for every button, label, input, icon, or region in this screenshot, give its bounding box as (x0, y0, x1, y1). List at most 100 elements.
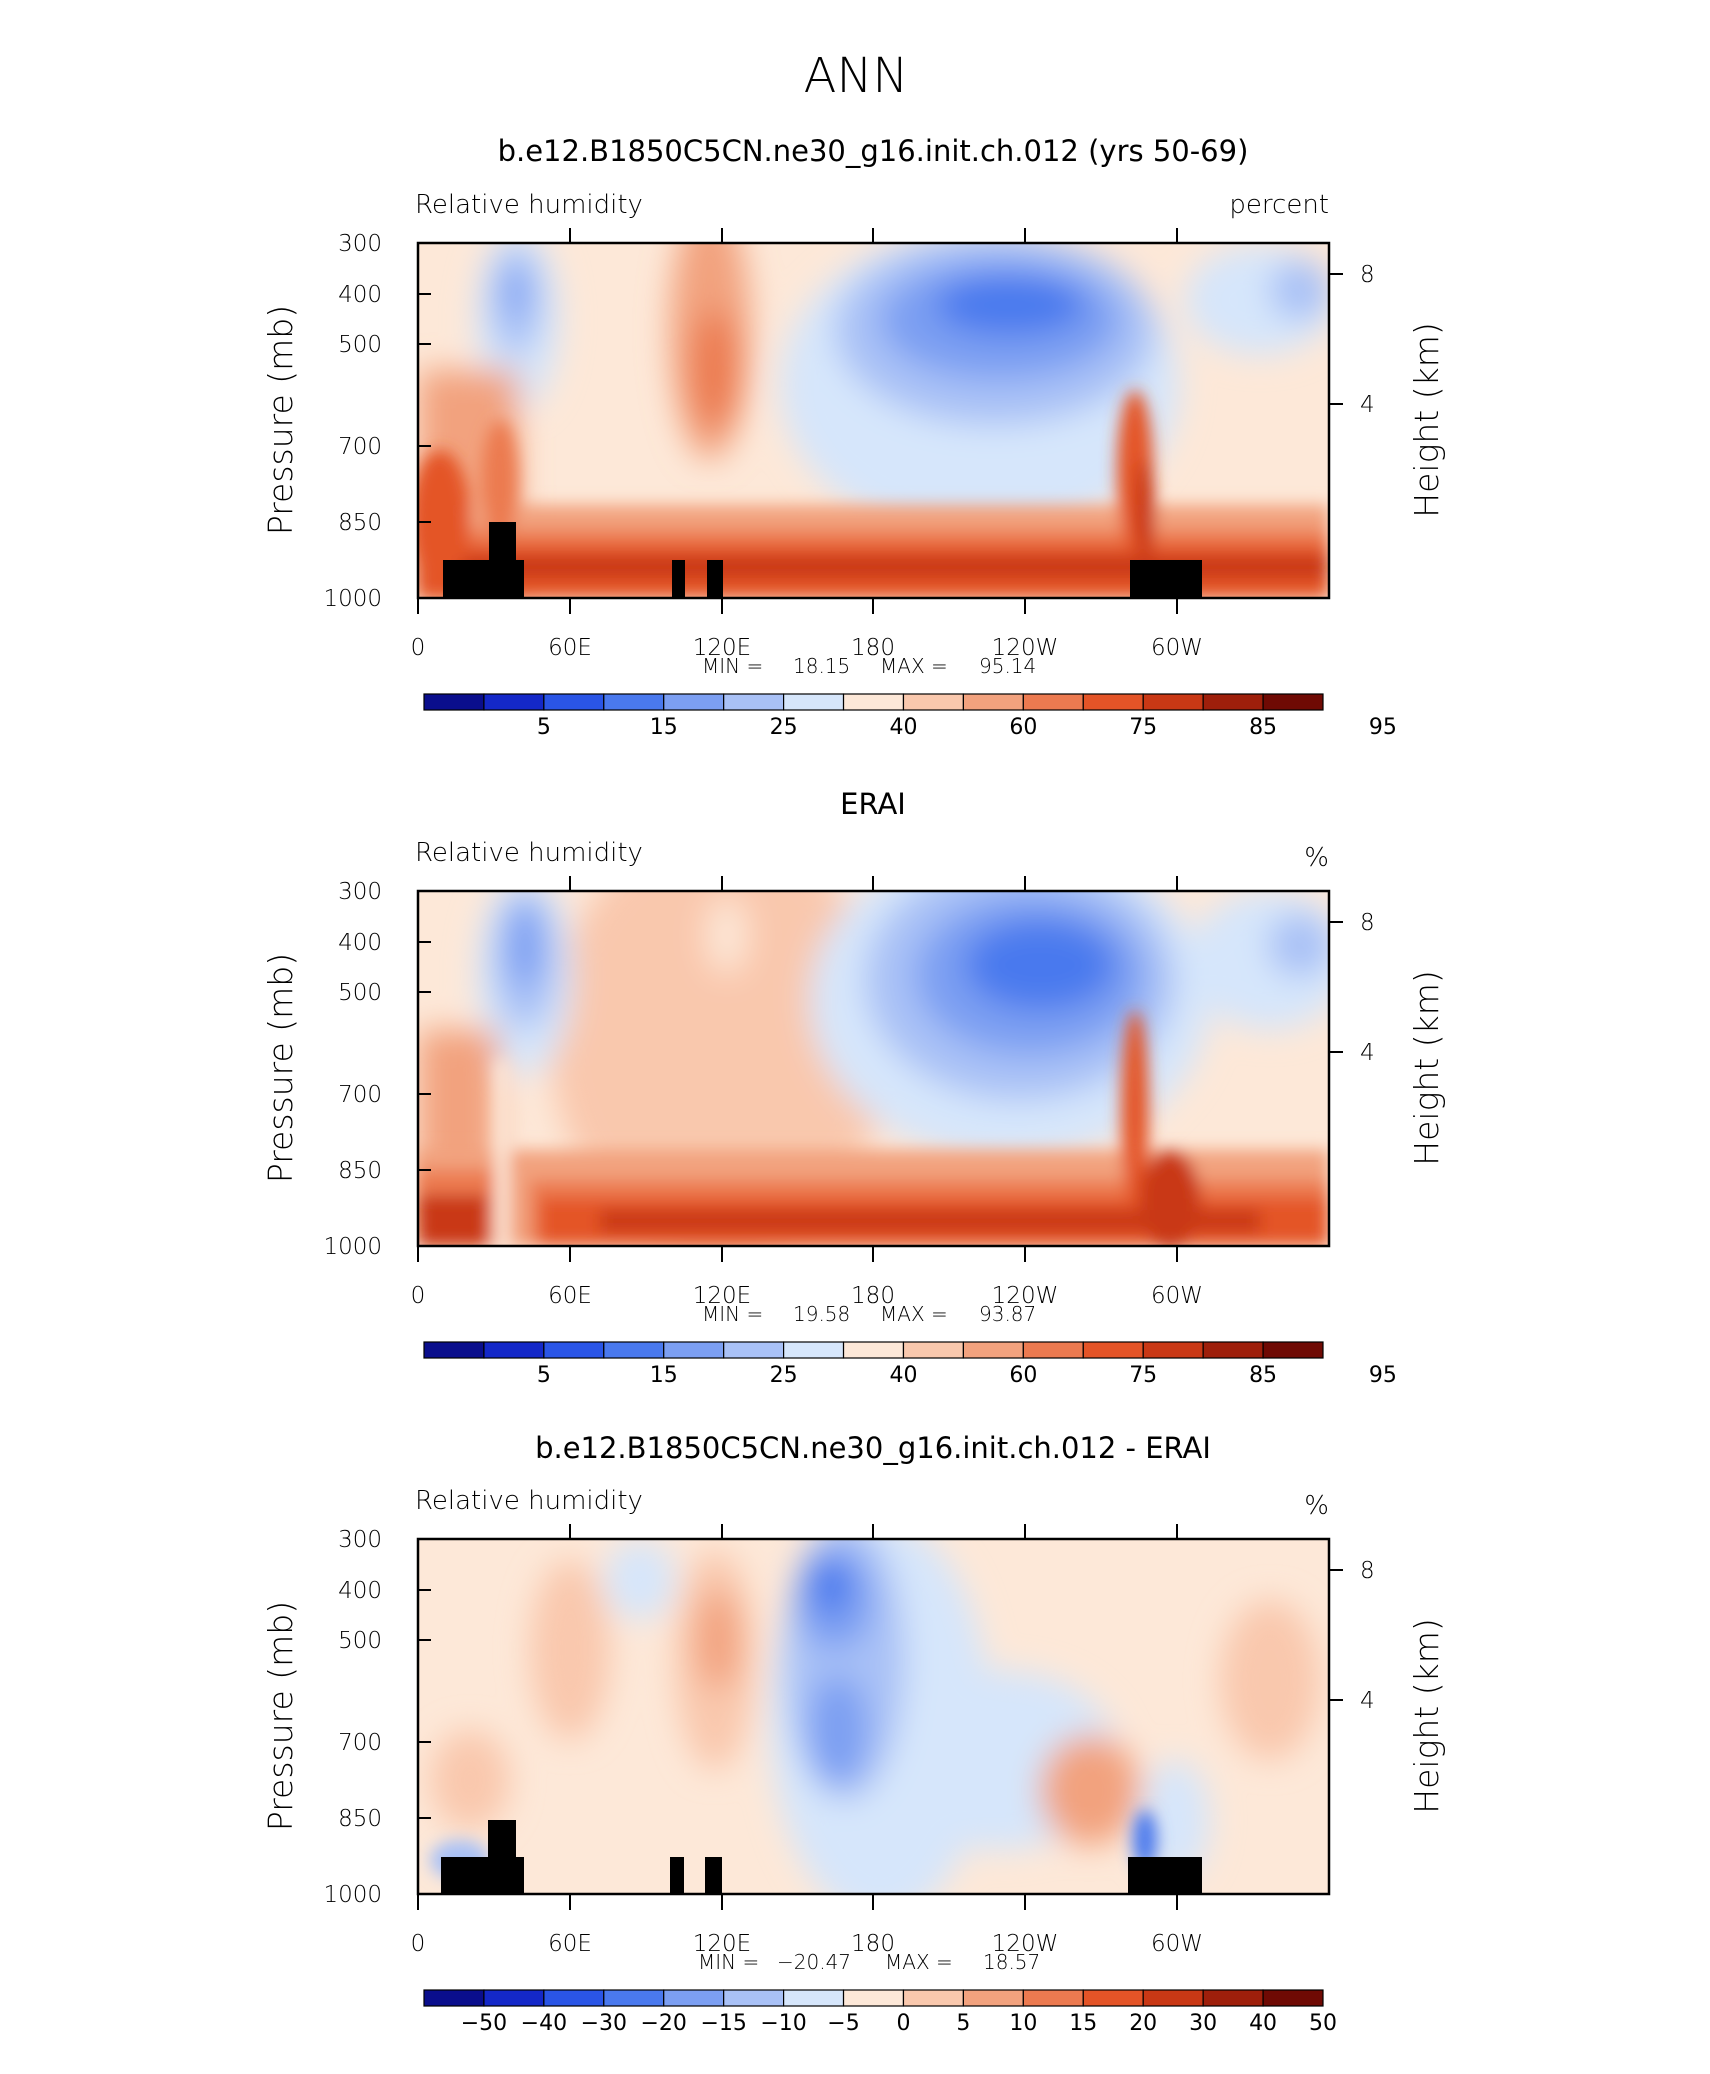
colorbar-box (543, 1989, 605, 2007)
panel-2-ylabel-right: Height (km) (1407, 970, 1446, 1165)
panel-1-left-label: Relative humidity (415, 190, 643, 220)
panel-2-x-tick: 60E (548, 1283, 592, 1309)
panel-3-y-tick: 400 (338, 1578, 382, 1604)
panel-2-x-tick: 60W (1151, 1283, 1203, 1309)
colorbar-label: 85 (1249, 1363, 1277, 1388)
panel-1-max-value: 95.14 (979, 654, 1036, 678)
colorbar-box (1142, 693, 1204, 711)
panel-1-y-tick: 1000 (323, 586, 382, 612)
colorbar-box (723, 1989, 785, 2007)
colorbar-label: 15 (650, 1363, 678, 1388)
panel-1-y-right-tick: 8 (1360, 262, 1375, 288)
panel-3-max-label: MAX = (885, 1950, 953, 1974)
colorbar-label: 10 (1009, 2011, 1037, 2036)
colorbar-box (1262, 693, 1324, 711)
panel-3-y-right-tick: 8 (1360, 1558, 1375, 1584)
colorbar-box (603, 1989, 665, 2007)
figure-title: ANN (804, 48, 909, 104)
panel-1-x-tick: 120E (693, 635, 751, 661)
colorbar-box (423, 1989, 485, 2007)
panel-3-min-value: −20.47 (777, 1950, 851, 1974)
panel-3-left-label: Relative humidity (415, 1486, 643, 1516)
colorbar-label: 20 (1129, 2011, 1157, 2036)
colorbar-label: 60 (1009, 715, 1037, 740)
panel-3-max-value: 18.57 (983, 1950, 1040, 1974)
colorbar-box (483, 1989, 545, 2007)
panel-3-x-tick: 120E (693, 1931, 751, 1957)
panel-2-max-value: 93.87 (979, 1302, 1036, 1326)
colorbar-box (782, 693, 845, 711)
panel-2-y-right-tick: 4 (1360, 1040, 1375, 1066)
colorbar-box (1082, 1341, 1144, 1359)
colorbar-box (902, 693, 964, 711)
colorbar-box (962, 1341, 1024, 1359)
panel-2-x-tick: 0 (411, 1283, 426, 1309)
colorbar-box (1022, 1989, 1084, 2007)
colorbar-box (723, 693, 785, 711)
colorbar-box (962, 693, 1024, 711)
colorbar-label: 85 (1249, 715, 1277, 740)
colorbar-label: 5 (537, 1363, 551, 1388)
panel-2-ylabel: Pressure (mb) (261, 953, 300, 1183)
colorbar-box (782, 1989, 845, 2007)
colorbar-box (423, 693, 485, 711)
colorbar-label: 25 (770, 715, 798, 740)
panel-2-y-tick: 1000 (323, 1234, 382, 1260)
panel-1-y-tick: 500 (338, 332, 382, 358)
panel-1-x-tick: 60W (1151, 635, 1203, 661)
panel-3-x-tick: 60W (1151, 1931, 1203, 1957)
panel-1-y-right-tick: 4 (1360, 392, 1375, 418)
panel-1-y-tick: 400 (338, 282, 382, 308)
colorbar-label: −15 (700, 2011, 746, 2036)
colorbar-label: 40 (1249, 2011, 1277, 2036)
panel-1-ylabel-right: Height (km) (1407, 322, 1446, 517)
panel-1-x-tick: 60E (548, 635, 592, 661)
panel-2-colorbar: 5 15 25 40 60 75 85 95 (423, 1341, 1397, 1388)
colorbar-label: 30 (1189, 2011, 1217, 2036)
colorbar-box (1022, 693, 1084, 711)
panel-1-min-value: 18.15 (793, 654, 850, 678)
panel-3-x-tick: 0 (411, 1931, 426, 1957)
colorbar-label: −5 (827, 2011, 859, 2036)
panel-1-y-tick: 300 (338, 231, 382, 257)
panel-3-field (418, 1539, 1329, 1894)
panel-3: b.e12.B1850C5CN.ne30_g16.init.ch.012 - E… (261, 1431, 1446, 2036)
panel-3-colorbar: −50 −40 −30 −20 −15 −10 −5 0 5 10 15 20 30 40 50 (423, 1989, 1337, 2036)
panel-1-right-label: percent (1229, 190, 1329, 220)
panel-3-ylabel-right: Height (km) (1407, 1618, 1446, 1813)
colorbar-box (543, 1341, 605, 1359)
panel-1-max-label: MAX = (880, 654, 948, 678)
panel-1-x-tick: 120W (992, 635, 1059, 661)
panel-3-x-tick: 120W (992, 1931, 1059, 1957)
panel-3-y-tick: 300 (338, 1527, 382, 1553)
panel-2-left-label: Relative humidity (415, 838, 643, 868)
panel-1: b.e12.B1850C5CN.ne30_g16.init.ch.012 (yr… (261, 134, 1446, 740)
colorbar-box (483, 1341, 545, 1359)
panel-3-right-label: % (1304, 1491, 1329, 1521)
panel-2-x-tick: 120E (693, 1283, 751, 1309)
colorbar-label: 95 (1369, 715, 1397, 740)
panel-1-title: b.e12.B1850C5CN.ne30_g16.init.ch.012 (yr… (498, 134, 1249, 168)
panel-2-y-tick: 850 (338, 1158, 382, 1184)
colorbar-box (1202, 693, 1264, 711)
colorbar-box (723, 1341, 785, 1359)
panel-1-field (418, 243, 1329, 598)
colorbar-box (902, 1989, 964, 2007)
colorbar-box (663, 1341, 725, 1359)
panel-1-ylabel: Pressure (mb) (261, 305, 300, 535)
panel-1-colorbar: 5 15 25 40 60 75 85 95 (423, 693, 1397, 740)
panel-3-y-axis (417, 1524, 1343, 1910)
panel-2-x-tick: 120W (992, 1283, 1059, 1309)
colorbar-box (603, 1341, 665, 1359)
panel-2-y-tick: 400 (338, 930, 382, 956)
colorbar-label: 0 (896, 2011, 910, 2036)
colorbar-box (483, 693, 545, 711)
colorbar-label: 5 (537, 715, 551, 740)
colorbar-label: −20 (641, 2011, 687, 2036)
panel-3-y-tick: 1000 (323, 1882, 382, 1908)
colorbar-label: 40 (889, 715, 917, 740)
colorbar-box (842, 693, 905, 711)
colorbar-label: 60 (1009, 1363, 1037, 1388)
colorbar-box (1142, 1341, 1204, 1359)
